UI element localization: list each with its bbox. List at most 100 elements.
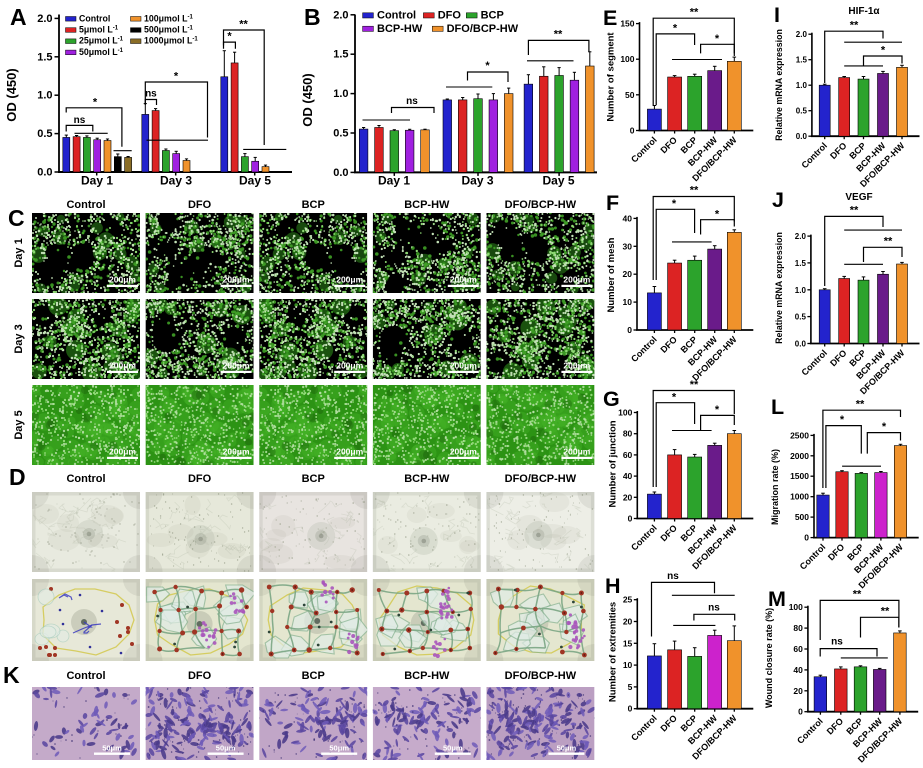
svg-text:2.0: 2.0 xyxy=(37,13,52,25)
svg-text:BCP-HW: BCP-HW xyxy=(377,23,423,35)
svg-text:Number of mesh: Number of mesh xyxy=(606,237,617,312)
svg-text:*: * xyxy=(715,404,720,416)
svg-text:50μmol L-1: 50μmol L-1 xyxy=(79,47,124,57)
svg-text:ns: ns xyxy=(406,96,418,107)
svg-text:80: 80 xyxy=(623,429,633,439)
svg-text:Number of segment: Number of segment xyxy=(606,32,617,122)
svg-text:ns: ns xyxy=(708,603,720,614)
svg-text:500μmol L-1: 500μmol L-1 xyxy=(144,25,194,35)
svg-text:HIF-1α: HIF-1α xyxy=(848,6,880,17)
svg-text:2.0: 2.0 xyxy=(333,9,348,21)
svg-text:100: 100 xyxy=(620,54,634,64)
svg-text:40: 40 xyxy=(793,665,803,675)
svg-text:0: 0 xyxy=(798,707,803,717)
svg-text:*: * xyxy=(672,392,677,404)
svg-text:*: * xyxy=(881,45,886,57)
svg-text:L: L xyxy=(771,395,784,419)
svg-text:**: ** xyxy=(853,589,862,601)
svg-text:H: H xyxy=(605,574,621,598)
svg-text:20: 20 xyxy=(623,617,633,627)
svg-text:0.0: 0.0 xyxy=(796,132,808,141)
svg-text:**: ** xyxy=(690,379,699,391)
svg-text:100: 100 xyxy=(789,602,803,612)
svg-text:60: 60 xyxy=(623,450,633,460)
svg-text:1.0: 1.0 xyxy=(796,81,808,90)
svg-text:OD (450): OD (450) xyxy=(4,68,19,121)
svg-text:BCP: BCP xyxy=(481,10,504,22)
svg-text:0.5: 0.5 xyxy=(37,128,52,140)
svg-text:Control: Control xyxy=(79,13,110,23)
svg-text:1500: 1500 xyxy=(790,471,809,481)
svg-text:1.0: 1.0 xyxy=(795,286,807,295)
svg-text:E: E xyxy=(603,6,617,30)
svg-text:**: ** xyxy=(239,19,248,31)
svg-text:Migration rate (%): Migration rate (%) xyxy=(770,449,780,525)
svg-text:*: * xyxy=(174,71,179,83)
svg-text:Day 1: Day 1 xyxy=(378,174,410,188)
svg-text:100μmol L-1: 100μmol L-1 xyxy=(144,13,194,23)
svg-text:1.5: 1.5 xyxy=(333,49,348,61)
svg-text:**: ** xyxy=(881,606,890,618)
svg-text:DFO: DFO xyxy=(438,10,462,22)
svg-text:*: * xyxy=(715,209,720,221)
svg-text:1.5: 1.5 xyxy=(795,259,807,268)
svg-text:25μmol L-1: 25μmol L-1 xyxy=(79,36,124,46)
svg-text:OD (450): OD (450) xyxy=(300,73,315,126)
svg-text:2.0: 2.0 xyxy=(795,232,807,241)
svg-text:5μmol L-1: 5μmol L-1 xyxy=(79,25,119,35)
svg-text:500: 500 xyxy=(795,512,809,522)
svg-text:1000: 1000 xyxy=(790,492,809,502)
svg-text:10: 10 xyxy=(623,297,633,307)
svg-text:B: B xyxy=(304,4,321,30)
svg-text:0: 0 xyxy=(628,514,633,524)
svg-text:Day 3: Day 3 xyxy=(160,174,192,188)
svg-text:80: 80 xyxy=(793,623,803,633)
svg-text:*: * xyxy=(672,198,677,210)
svg-text:20: 20 xyxy=(623,492,633,502)
svg-text:*: * xyxy=(715,33,720,45)
svg-text:Number of extremities: Number of extremities xyxy=(608,602,619,702)
svg-text:2000: 2000 xyxy=(790,451,809,461)
svg-text:60: 60 xyxy=(793,644,803,654)
svg-text:0.0: 0.0 xyxy=(795,340,807,349)
svg-text:50: 50 xyxy=(625,90,635,100)
svg-text:I: I xyxy=(774,3,780,27)
svg-text:ns: ns xyxy=(831,637,843,648)
svg-text:**: ** xyxy=(850,20,859,32)
svg-text:100: 100 xyxy=(618,408,632,418)
svg-text:Day 1: Day 1 xyxy=(81,174,113,188)
svg-text:**: ** xyxy=(850,205,859,217)
svg-text:0.0: 0.0 xyxy=(333,167,348,179)
svg-text:**: ** xyxy=(690,185,699,197)
svg-text:Relative mRNA expression: Relative mRNA expression xyxy=(774,29,784,141)
svg-text:40: 40 xyxy=(623,471,633,481)
svg-text:0: 0 xyxy=(627,325,632,335)
svg-text:ns: ns xyxy=(145,89,157,100)
svg-text:Day 3: Day 3 xyxy=(461,174,493,188)
svg-text:A: A xyxy=(10,4,27,30)
svg-text:Day 5: Day 5 xyxy=(239,174,271,188)
svg-text:*: * xyxy=(840,414,845,426)
svg-text:M: M xyxy=(768,587,786,611)
svg-text:1.5: 1.5 xyxy=(796,56,808,65)
svg-text:Day 5: Day 5 xyxy=(542,174,574,188)
svg-text:0: 0 xyxy=(628,704,633,714)
svg-text:*: * xyxy=(485,60,490,72)
svg-text:1.0: 1.0 xyxy=(333,88,348,100)
svg-text:**: ** xyxy=(690,7,699,19)
svg-text:2500: 2500 xyxy=(790,430,809,440)
svg-text:VEGF: VEGF xyxy=(845,192,872,203)
svg-text:2.0: 2.0 xyxy=(796,30,808,39)
svg-text:Number of junction: Number of junction xyxy=(608,420,619,507)
svg-text:ns: ns xyxy=(667,571,679,582)
svg-text:F: F xyxy=(606,191,619,215)
svg-text:10: 10 xyxy=(623,660,633,670)
svg-text:0.5: 0.5 xyxy=(333,128,348,140)
svg-text:0: 0 xyxy=(804,533,809,543)
svg-text:DFO/BCP-HW: DFO/BCP-HW xyxy=(447,23,519,35)
svg-text:5: 5 xyxy=(628,682,633,692)
svg-text:30: 30 xyxy=(623,241,633,251)
svg-text:*: * xyxy=(227,31,232,43)
svg-text:25: 25 xyxy=(623,595,633,605)
svg-text:0.5: 0.5 xyxy=(795,313,807,322)
